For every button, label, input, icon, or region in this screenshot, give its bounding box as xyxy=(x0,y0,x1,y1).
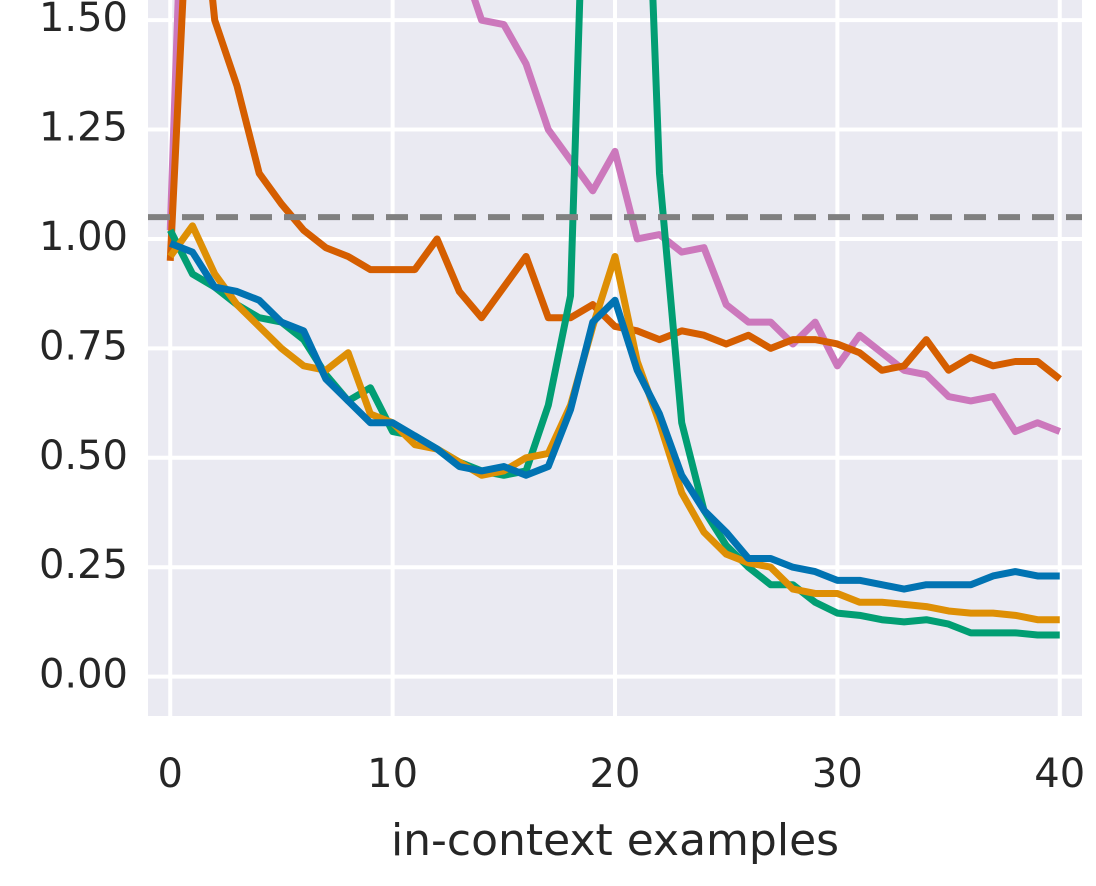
y-tick-label: 0.50 xyxy=(39,433,128,479)
x-tick-label: 10 xyxy=(367,751,418,797)
series-line xyxy=(166,0,1062,382)
x-tick-label: 0 xyxy=(158,751,183,797)
x-tick-label: 20 xyxy=(590,751,641,797)
y-tick-label: 0.25 xyxy=(39,542,128,588)
series-line xyxy=(168,240,1060,593)
y-tick-label: 1.50 xyxy=(39,0,128,41)
x-tick-label: 40 xyxy=(1034,751,1085,797)
y-tick-label: 1.25 xyxy=(39,105,128,151)
y-tick-label: 0.75 xyxy=(39,323,128,369)
y-tick-label: 0.00 xyxy=(39,652,128,698)
x-axis-label: in-context examples xyxy=(391,815,839,866)
y-tick-label: 1.00 xyxy=(39,214,128,260)
lines xyxy=(148,0,1082,639)
series-line xyxy=(166,0,1062,436)
x-tick-label: 30 xyxy=(812,751,863,797)
